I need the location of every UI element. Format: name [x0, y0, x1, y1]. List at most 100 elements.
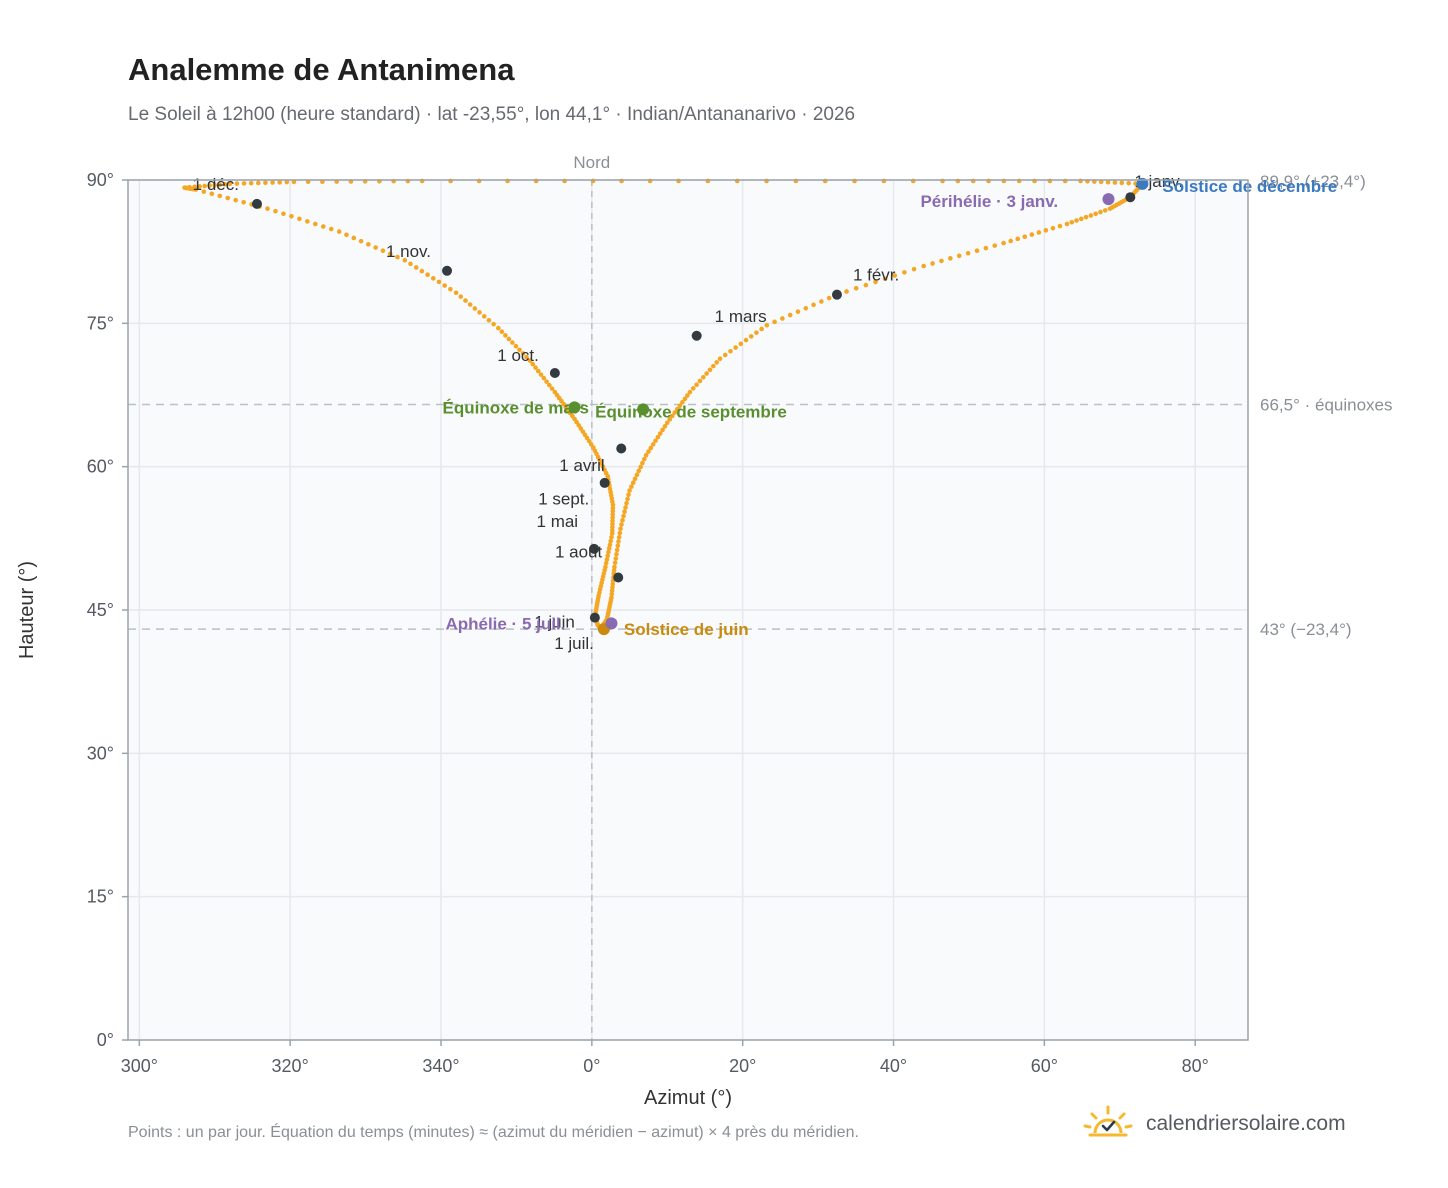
day-point: [351, 235, 357, 241]
day-point: [711, 363, 716, 369]
day-point: [853, 285, 859, 291]
day-point: [1008, 238, 1013, 244]
day-point: [754, 330, 759, 335]
day-point: [517, 347, 522, 353]
day-point: [212, 182, 218, 188]
day-point: [655, 434, 661, 440]
day-point: [552, 389, 558, 395]
day-point: [217, 193, 223, 199]
day-point: [248, 180, 254, 186]
reference-label: 43° (−23,4°): [1260, 620, 1352, 639]
day-point: [510, 340, 515, 345]
day-point: [520, 351, 526, 356]
day-point: [948, 256, 953, 261]
day-point: [638, 464, 643, 470]
day-point: [1093, 211, 1098, 217]
day-point: [1112, 180, 1118, 185]
event-label: Solstice de décembre: [1162, 177, 1337, 196]
day-point: [690, 386, 696, 391]
day-point: [1029, 232, 1035, 237]
day-point: [863, 282, 869, 288]
day-point: [535, 368, 541, 374]
chart-title: Analemme de Antanimena: [128, 52, 515, 87]
day-point: [187, 184, 192, 190]
day-point: [667, 417, 673, 422]
day-point: [297, 216, 302, 222]
month-dot: [831, 289, 842, 300]
event-dot: [1102, 193, 1115, 206]
month-dot: [589, 612, 600, 623]
day-point: [499, 329, 505, 335]
day-point: [607, 542, 613, 548]
day-point: [320, 224, 326, 229]
reference-lines: 66,5° · équinoxes 43° (−23,4°) 89,9° (+23,…: [128, 172, 1393, 639]
brand[interactable]: calendriersolaire.com: [1082, 1104, 1346, 1144]
day-point: [289, 214, 294, 219]
day-point: [197, 184, 202, 189]
day-point: [336, 229, 342, 234]
day-point: [648, 445, 654, 451]
day-point: [1069, 219, 1075, 225]
day-point: [911, 266, 917, 272]
day-point: [241, 181, 247, 186]
day-point: [1126, 180, 1131, 186]
day-point: [930, 261, 935, 266]
day-point: [614, 551, 619, 557]
day-point: [902, 270, 907, 275]
day-point: [616, 534, 622, 540]
north-label: Nord: [573, 153, 610, 172]
x-tick-label: 60°: [1031, 1056, 1058, 1076]
day-point: [1107, 206, 1113, 211]
y-axis-title: Hauteur (°): [16, 561, 38, 659]
x-tick-label: 0°: [583, 1056, 600, 1076]
day-point: [956, 253, 962, 259]
day-point: [921, 263, 926, 269]
day-point: [312, 221, 318, 227]
day-point: [192, 184, 197, 190]
day-point: [803, 305, 809, 311]
month-label: 1 avril: [559, 456, 604, 475]
month-label: 1 déc.: [193, 175, 239, 194]
day-point: [643, 452, 649, 458]
month-dot: [616, 443, 627, 454]
day-point: [787, 312, 793, 318]
day-point: [622, 509, 627, 515]
day-point: [387, 251, 393, 257]
day-point: [1001, 240, 1006, 246]
day-point: [533, 365, 538, 370]
y-tick-label: 90°: [87, 170, 114, 190]
day-point: [538, 372, 544, 377]
day-point: [618, 526, 623, 532]
day-point: [209, 191, 215, 197]
month-dot: [251, 198, 262, 209]
day-point: [256, 180, 261, 186]
day-point: [722, 352, 728, 358]
day-point: [527, 358, 533, 363]
day-point: [182, 185, 187, 190]
day-point: [486, 317, 492, 323]
x-tick-label: 320°: [272, 1056, 309, 1076]
day-point: [939, 258, 944, 264]
day-point: [680, 400, 685, 405]
day-point: [1098, 179, 1104, 185]
day-point: [826, 295, 832, 301]
north-line: Nord: [573, 153, 610, 1040]
month-label: 1 juil.: [554, 634, 594, 653]
day-point: [728, 348, 733, 354]
day-point: [1064, 221, 1070, 227]
day-point: [503, 333, 508, 338]
day-point: [612, 560, 618, 566]
day-point: [657, 431, 663, 436]
event-dot: [568, 401, 581, 414]
day-point: [436, 279, 442, 285]
day-point: [358, 238, 364, 244]
day-point: [233, 197, 238, 203]
day-point: [748, 334, 754, 339]
day-point: [625, 496, 630, 502]
day-point: [402, 257, 408, 263]
day-point: [811, 302, 816, 308]
day-point: [626, 492, 631, 498]
day-point: [281, 211, 286, 217]
day-point: [617, 530, 623, 536]
day-point: [965, 250, 971, 256]
